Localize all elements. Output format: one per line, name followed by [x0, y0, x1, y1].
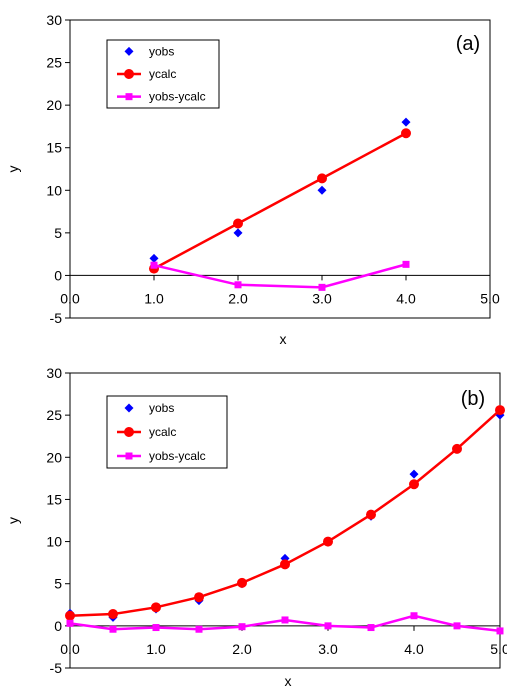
x-tick-label: 0.0 [60, 641, 80, 657]
data-point-yobs-ycalc [238, 623, 246, 631]
legend-marker [124, 69, 134, 79]
panel-label: (a) [456, 33, 480, 55]
x-tick-label: 2.0 [228, 290, 248, 306]
x-tick-label: 5.0 [490, 641, 507, 657]
chart-panel-a: -5 0 5 10 15 20 25 30 0.0 1.0 2.0 3.0 4.0 5.0 x y (a) yob… [5, 12, 500, 347]
data-point-yobs-ycalc [402, 260, 410, 268]
data-point-ycalc [194, 592, 204, 603]
data-point-ycalc [151, 602, 161, 613]
y-tick-label: 25 [46, 407, 62, 423]
series-ycalc [149, 128, 411, 274]
series-yobs-ycalc [150, 260, 410, 291]
legend-entry: yobs-ycalc [149, 90, 206, 104]
legend-marker [124, 403, 134, 413]
x-tick-label: 5.0 [480, 290, 500, 306]
data-point-yobs-ycalc [324, 622, 332, 630]
data-point-yobs [401, 117, 411, 127]
data-point-yobs-ycalc [109, 625, 117, 633]
y-tick-label: 20 [46, 449, 62, 465]
series-ycalc [65, 405, 505, 621]
legend: yobs ycalc yobs-ycalc [106, 39, 220, 109]
legend-marker [125, 452, 133, 460]
data-point-ycalc [495, 405, 505, 416]
data-point-ycalc [233, 218, 243, 229]
data-point-ycalc [317, 173, 327, 184]
data-point-ycalc [452, 443, 462, 454]
data-point-ycalc [401, 128, 411, 139]
data-point-ycalc [280, 559, 290, 570]
data-point-yobs [233, 228, 243, 238]
x-tick-label: 2.0 [232, 641, 252, 657]
legend-entry: ycalc [149, 67, 176, 81]
y-tick-label: 20 [46, 97, 62, 113]
legend-marker [125, 93, 133, 101]
data-point-yobs-ycalc [281, 616, 289, 624]
series-line-ycalc [153, 132, 407, 270]
legend: yobs ycalc yobs-ycalc [106, 395, 228, 469]
x-tick-label: 0.0 [60, 290, 80, 306]
data-point-ycalc [366, 509, 376, 520]
y-tick-label: 10 [46, 534, 62, 550]
legend-marker [124, 46, 134, 56]
plot-frame [69, 372, 501, 669]
y-tick-label: 30 [46, 365, 62, 381]
panel-label: (b) [461, 388, 485, 410]
data-point-yobs [149, 253, 159, 263]
legend-entry: ycalc [149, 425, 176, 439]
y-tick-label: 10 [46, 182, 62, 198]
y-tick-label: -5 [50, 660, 63, 676]
data-point-yobs [409, 469, 419, 479]
data-point-ycalc [237, 577, 247, 588]
data-point-yobs-ycalc [195, 625, 203, 633]
y-tick-label: -5 [50, 310, 63, 326]
series-yobs-ycalc [66, 612, 504, 635]
data-point-yobs-ycalc [150, 261, 158, 269]
data-point-yobs [317, 185, 327, 195]
x-tick-label: 1.0 [144, 290, 164, 306]
x-tick-label: 4.0 [396, 290, 416, 306]
x-tick-label: 3.0 [312, 290, 332, 306]
y-tick-label: 30 [46, 12, 62, 28]
data-point-yobs-ycalc [410, 612, 418, 620]
series-yobs [149, 117, 411, 263]
data-point-ycalc [65, 610, 75, 621]
y-tick-label: 15 [46, 491, 62, 507]
x-tick-label: 1.0 [146, 641, 166, 657]
x-axis-label: x [285, 673, 292, 689]
y-tick-label: 0 [54, 267, 62, 283]
chart-panel-b: -5 0 5 10 15 20 25 30 0.0 1.0 2.0 3.0 4.0 5.0 x y (b) yob… [5, 365, 507, 689]
series-line-yobs-ycalc [153, 263, 407, 289]
y-axis-label: y [5, 166, 21, 173]
y-axis-label: y [5, 517, 21, 524]
y-tick-label: 0 [54, 618, 62, 634]
plot-frame [69, 19, 491, 319]
legend-marker [124, 427, 134, 437]
y-tick-label: 25 [46, 55, 62, 71]
data-point-ycalc [323, 536, 333, 547]
data-point-ycalc [409, 479, 419, 490]
x-axis-label: x [280, 331, 287, 347]
data-point-yobs-ycalc [152, 624, 160, 632]
data-point-yobs-ycalc [453, 622, 461, 630]
legend-entry: yobs [149, 401, 174, 415]
x-tick-label: 4.0 [404, 641, 424, 657]
legend-entry: yobs [149, 44, 174, 58]
data-point-yobs-ycalc [66, 619, 74, 627]
data-point-yobs-ycalc [367, 624, 375, 632]
data-point-yobs-ycalc [234, 281, 242, 289]
data-point-yobs-ycalc [318, 283, 326, 291]
data-point-ycalc [108, 609, 118, 620]
y-tick-label: 5 [54, 225, 62, 241]
data-point-yobs-ycalc [496, 627, 504, 635]
x-tick-label: 3.0 [318, 641, 338, 657]
legend-entry: yobs-ycalc [149, 449, 206, 463]
y-tick-label: 15 [46, 140, 62, 156]
y-tick-label: 5 [54, 576, 62, 592]
